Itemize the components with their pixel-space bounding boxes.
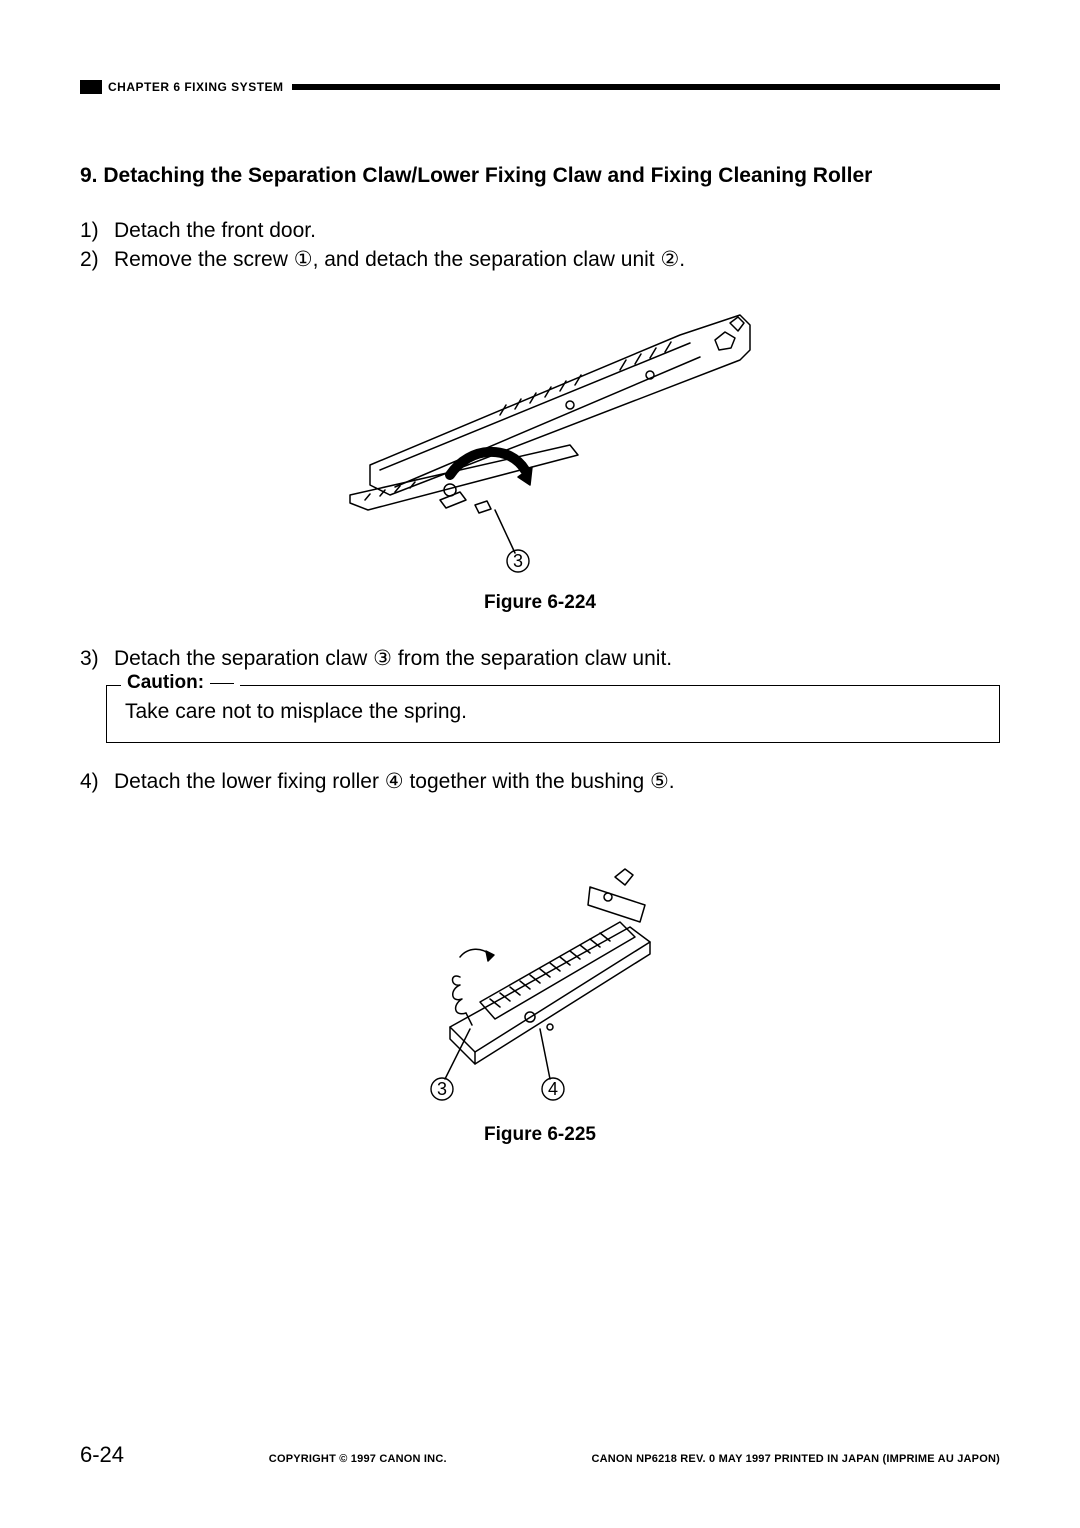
step-3-num: 3): [80, 644, 114, 673]
step-list-3: 4) Detach the lower fixing roller ④ toge…: [80, 767, 1000, 796]
step-2-num: 2): [80, 245, 114, 274]
svg-text:3: 3: [437, 1079, 447, 1099]
footer-print-info: CANON NP6218 REV. 0 MAY 1997 PRINTED IN …: [591, 1453, 1000, 1465]
ref-3-icon: ③: [373, 644, 392, 673]
figure-6-224-diagram: 3: [320, 295, 760, 580]
manual-page: CHAPTER 6 FIXING SYSTEM 9. Detaching the…: [0, 0, 1080, 1528]
caution-label: Caution:: [127, 672, 204, 694]
figure-6-224: 3 Figure 6-224: [80, 295, 1000, 614]
svg-text:3: 3: [513, 551, 523, 571]
step-4: 4) Detach the lower fixing roller ④ toge…: [80, 767, 1000, 796]
step-list-1: 1) Detach the front door. 2) Remove the …: [80, 216, 1000, 275]
caution-label-wrap: Caution:: [121, 672, 240, 694]
caution-dash-icon: [210, 683, 234, 684]
ref-2-icon: ②: [660, 245, 679, 274]
ref-1-icon: ①: [294, 245, 313, 274]
header-block-icon: [80, 80, 102, 94]
figure-6-225: 3 4 Figure 6-225: [80, 827, 1000, 1146]
caution-text: Take care not to misplace the spring.: [125, 700, 981, 724]
svg-text:4: 4: [548, 1079, 558, 1099]
section-number: 9.: [80, 164, 98, 187]
step-2-text: Remove the screw ①, and detach the separ…: [114, 245, 1000, 274]
header-rule: [292, 84, 1000, 90]
ref-4-icon: ④: [385, 767, 404, 796]
step-4-num: 4): [80, 767, 114, 796]
section-heading: 9. Detaching the Separation Claw/Lower F…: [80, 164, 1000, 188]
page-number: 6-24: [80, 1442, 124, 1468]
step-1: 1) Detach the front door.: [80, 216, 1000, 245]
chapter-header: CHAPTER 6 FIXING SYSTEM: [80, 80, 1000, 94]
step-1-text: Detach the front door.: [114, 216, 1000, 245]
step-list-2: 3) Detach the separation claw ③ from the…: [80, 644, 1000, 673]
ref-5-icon: ⑤: [650, 767, 669, 796]
chapter-label: CHAPTER 6 FIXING SYSTEM: [108, 80, 284, 94]
footer-copyright: COPYRIGHT © 1997 CANON INC.: [269, 1453, 447, 1465]
step-4-text: Detach the lower fixing roller ④ togethe…: [114, 767, 1000, 796]
step-3: 3) Detach the separation claw ③ from the…: [80, 644, 1000, 673]
figure-6-225-diagram: 3 4: [390, 827, 690, 1112]
figure-6-224-caption: Figure 6-224: [80, 592, 1000, 614]
step-2: 2) Remove the screw ①, and detach the se…: [80, 245, 1000, 274]
figure-6-225-caption: Figure 6-225: [80, 1124, 1000, 1146]
page-footer: 6-24 COPYRIGHT © 1997 CANON INC. CANON N…: [80, 1442, 1000, 1468]
caution-box: Caution: Take care not to misplace the s…: [106, 685, 1000, 743]
step-1-num: 1): [80, 216, 114, 245]
step-3-text: Detach the separation claw ③ from the se…: [114, 644, 1000, 673]
section-title: Detaching the Separation Claw/Lower Fixi…: [103, 164, 872, 187]
